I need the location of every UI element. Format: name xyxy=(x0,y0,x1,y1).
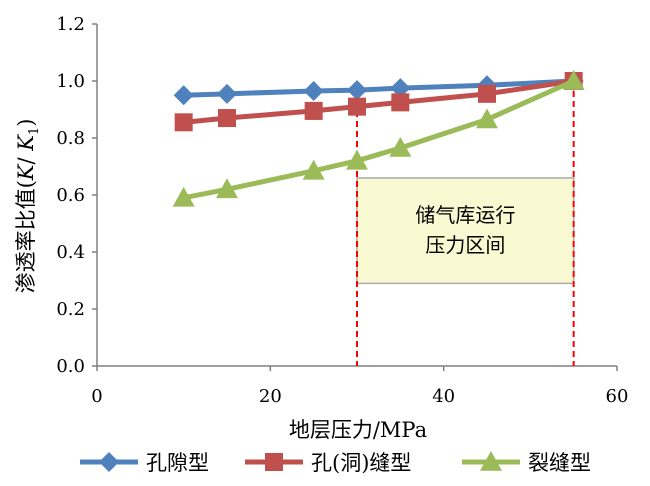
y-tick-label: 1.2 xyxy=(56,14,85,35)
y-tick-label: 0.4 xyxy=(56,242,85,263)
y-axis-label-slash: / xyxy=(14,151,38,165)
legend-marker xyxy=(265,453,283,471)
legend-item-2: 裂缝型 xyxy=(462,451,591,475)
data-point xyxy=(562,70,585,90)
legend-label: 裂缝型 xyxy=(528,451,591,475)
x-tick-label: 60 xyxy=(606,386,629,407)
data-point xyxy=(218,109,236,128)
series-layer xyxy=(172,70,585,207)
y-axis-label-close: ) xyxy=(14,119,38,127)
legend: 孔隙型 孔(洞)缝型 裂缝型 xyxy=(80,451,591,475)
x-tick-label: 0 xyxy=(91,386,102,407)
y-axis-label: 渗透率比值(K/ K1) xyxy=(14,119,42,294)
y-axis-label-k: K xyxy=(14,163,38,181)
annotation-line1: 储气库运行 xyxy=(415,203,515,227)
data-point xyxy=(172,186,195,207)
y-tick-label: 0.0 xyxy=(56,356,85,377)
annotation-line2: 压力区间 xyxy=(425,233,505,257)
y-tick-label: 0.6 xyxy=(56,185,85,206)
data-point xyxy=(173,85,194,106)
axes: 0.0 0.2 0.4 0.6 0.8 1.0 1.2 0 20 40 60 xyxy=(56,14,628,407)
legend-item-1: 孔(洞)缝型 xyxy=(245,451,411,475)
data-point xyxy=(348,97,366,116)
data-point xyxy=(347,80,367,101)
y-axis-label-k1: K xyxy=(14,134,38,152)
y-tick-label: 0.2 xyxy=(56,299,85,320)
data-point xyxy=(390,78,411,99)
legend-marker xyxy=(99,452,119,472)
x-tick-label: 40 xyxy=(432,386,455,407)
y-tick-label: 1.0 xyxy=(56,71,85,92)
x-axis-label: 地层压力/MPa xyxy=(289,418,427,442)
data-point xyxy=(389,136,412,157)
legend-label: 孔(洞)缝型 xyxy=(311,451,411,475)
data-point xyxy=(302,159,325,180)
data-point xyxy=(217,83,237,104)
x-tick-label: 20 xyxy=(259,386,282,407)
data-point xyxy=(476,108,498,129)
y-axis-label-sub: 1 xyxy=(27,127,42,135)
series-2 xyxy=(172,70,585,207)
data-point xyxy=(346,149,368,170)
data-point xyxy=(478,84,496,103)
data-point xyxy=(304,101,323,120)
legend-marker xyxy=(480,451,502,471)
y-axis-label-main: 渗透率比值( xyxy=(14,180,38,293)
data-point xyxy=(303,80,324,101)
data-point xyxy=(216,178,238,199)
data-point xyxy=(174,113,193,132)
annotation-box xyxy=(356,177,575,285)
legend-item-0: 孔隙型 xyxy=(80,451,209,475)
y-tick-label: 0.8 xyxy=(56,128,85,149)
y-axis-label-text: 渗透率比值(K/ K1) xyxy=(14,119,42,294)
data-point xyxy=(391,93,410,112)
series-1 xyxy=(174,72,583,132)
legend-label: 孔隙型 xyxy=(146,451,209,475)
